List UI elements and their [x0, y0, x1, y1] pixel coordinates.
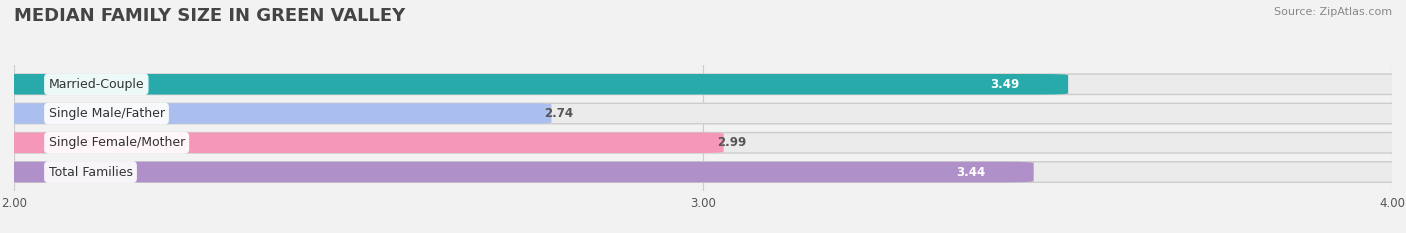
- Text: Single Female/Mother: Single Female/Mother: [48, 136, 184, 149]
- FancyBboxPatch shape: [0, 133, 724, 153]
- Text: Total Families: Total Families: [48, 165, 132, 178]
- FancyBboxPatch shape: [0, 74, 1406, 95]
- Text: 2.74: 2.74: [544, 107, 574, 120]
- FancyBboxPatch shape: [0, 74, 1069, 95]
- Text: MEDIAN FAMILY SIZE IN GREEN VALLEY: MEDIAN FAMILY SIZE IN GREEN VALLEY: [14, 7, 405, 25]
- FancyBboxPatch shape: [0, 162, 1033, 182]
- Text: Married-Couple: Married-Couple: [48, 78, 145, 91]
- FancyBboxPatch shape: [0, 162, 1406, 182]
- Text: Single Male/Father: Single Male/Father: [48, 107, 165, 120]
- Text: 2.99: 2.99: [717, 136, 747, 149]
- Text: 3.44: 3.44: [956, 165, 986, 178]
- Text: 3.49: 3.49: [991, 78, 1019, 91]
- FancyBboxPatch shape: [0, 133, 1406, 153]
- Text: Source: ZipAtlas.com: Source: ZipAtlas.com: [1274, 7, 1392, 17]
- FancyBboxPatch shape: [0, 103, 1406, 124]
- FancyBboxPatch shape: [0, 103, 551, 124]
